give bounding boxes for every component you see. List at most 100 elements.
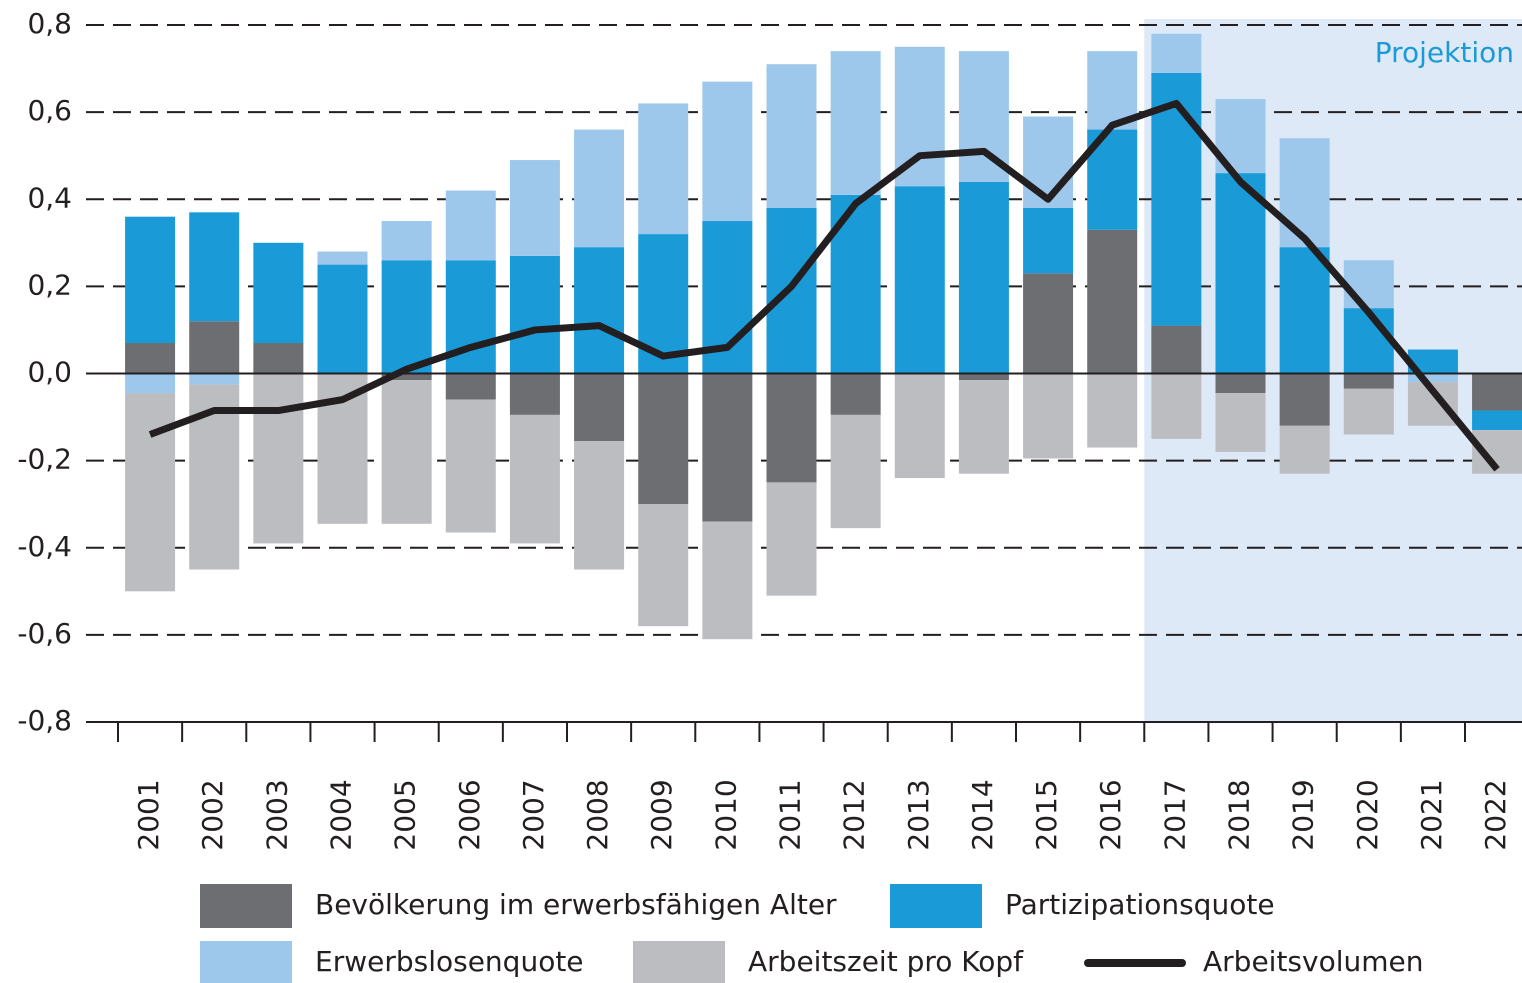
bar-segment	[894, 373, 945, 479]
bar-segment	[509, 160, 560, 256]
bar-segment	[1087, 229, 1138, 374]
bar-segment	[1151, 33, 1202, 73]
bar-segment	[638, 504, 689, 627]
legend-swatch	[200, 941, 292, 983]
x-tick-label: 2021	[1415, 779, 1448, 850]
x-tick-label: 2008	[581, 779, 614, 850]
y-tick-label: 0,4	[27, 181, 72, 214]
legend-label: Partizipationsquote	[1005, 888, 1275, 921]
x-tick-label: 2015	[1030, 779, 1063, 850]
bar-segment	[958, 373, 1009, 381]
legend-label: Arbeitsvolumen	[1203, 945, 1424, 978]
bar-segment	[830, 414, 881, 529]
bar-segment	[125, 373, 176, 394]
bar-segment	[766, 482, 817, 596]
bar-segment	[445, 399, 496, 533]
bar-segment	[958, 181, 1009, 374]
bar-segment	[894, 186, 945, 374]
bar-segment	[1472, 373, 1522, 411]
bar-segment	[509, 414, 560, 544]
y-tick-label: 0,8	[27, 7, 72, 40]
legend-label: Arbeitszeit pro Kopf	[748, 945, 1024, 978]
bar-segment	[1023, 116, 1074, 208]
x-tick-label: 2020	[1351, 779, 1384, 850]
y-tick-label: -0,8	[17, 704, 72, 737]
bar-segment	[1087, 373, 1138, 448]
bar-segment	[702, 373, 753, 522]
x-tick-label: 2013	[902, 779, 935, 850]
legend-swatch	[200, 884, 292, 928]
bar-segment	[1279, 247, 1330, 374]
bar-segment	[766, 64, 817, 208]
bar-segment	[574, 441, 625, 570]
x-tick-label: 2018	[1223, 779, 1256, 850]
bar-segment	[1023, 207, 1074, 274]
bar-segment	[1407, 373, 1458, 383]
bar-segment	[830, 51, 881, 195]
x-tick-label: 2010	[709, 779, 742, 850]
x-tick-label: 2004	[325, 779, 358, 850]
bar-segment	[702, 81, 753, 222]
bar-segment	[189, 321, 240, 374]
bar-segment	[253, 242, 304, 344]
y-tick-label: 0,6	[27, 94, 72, 127]
bar-segment	[381, 260, 432, 374]
x-tick-label: 2011	[774, 779, 807, 850]
bar-segment	[1151, 373, 1202, 439]
bar-segment	[1279, 138, 1330, 248]
bar-segment	[1343, 308, 1394, 374]
y-tick-label: -0,2	[17, 443, 72, 476]
projection-label: Projektion	[1375, 36, 1514, 69]
bar-segment	[1279, 373, 1330, 426]
bar-segment	[766, 373, 817, 483]
bar-segment	[1343, 260, 1394, 309]
bar-segment	[253, 373, 304, 544]
bar-segment	[1407, 349, 1458, 374]
bar-segment	[574, 373, 625, 442]
bar-segment	[317, 251, 368, 265]
y-tick-label: -0,6	[17, 617, 72, 650]
x-tick-label: 2017	[1158, 779, 1191, 850]
bar-segment	[1215, 173, 1266, 374]
bar-segment	[253, 343, 304, 374]
bar-segment	[1215, 373, 1266, 394]
x-tick-label: 2002	[196, 779, 229, 850]
x-tick-label: 2012	[838, 779, 871, 850]
bar-segment	[1343, 388, 1394, 435]
bar-segment	[638, 373, 689, 505]
bar-segment	[381, 221, 432, 261]
bar-segment	[509, 373, 560, 415]
bar-segment	[1023, 273, 1074, 374]
bar-segment	[1279, 425, 1330, 474]
bar-segment	[189, 212, 240, 322]
x-tick-label: 2001	[132, 779, 165, 850]
bar-segment	[125, 216, 176, 344]
bar-segment	[1151, 72, 1202, 326]
bar-segment	[381, 373, 432, 381]
bar-segment	[958, 380, 1009, 474]
y-tick-label: -0,4	[17, 530, 72, 563]
bar-segment	[317, 264, 368, 374]
bar-segment	[509, 255, 560, 374]
bar-segment	[1151, 325, 1202, 374]
bar-segment	[1472, 410, 1522, 431]
bar-segment	[189, 373, 240, 385]
bar-segment	[1215, 393, 1266, 452]
bar-segment	[1343, 373, 1394, 389]
x-tick-label: 2016	[1094, 779, 1127, 850]
bar-segment	[125, 393, 176, 592]
y-tick-label: 0,0	[27, 356, 72, 389]
x-tick-label: 2022	[1479, 779, 1512, 850]
bar-segment	[574, 247, 625, 374]
x-tick-label: 2014	[966, 779, 999, 850]
legend-label: Erwerbslosenquote	[315, 945, 584, 978]
x-tick-label: 2003	[260, 779, 293, 850]
bar-segment	[381, 380, 432, 524]
bar-segment	[1023, 373, 1074, 459]
bar-segment	[638, 103, 689, 235]
x-tick-label: 2009	[645, 779, 678, 850]
bar-segment	[125, 343, 176, 374]
legend-swatch	[633, 941, 725, 983]
legend-label: Bevölkerung im erwerbsfähigen Alter	[315, 888, 837, 921]
